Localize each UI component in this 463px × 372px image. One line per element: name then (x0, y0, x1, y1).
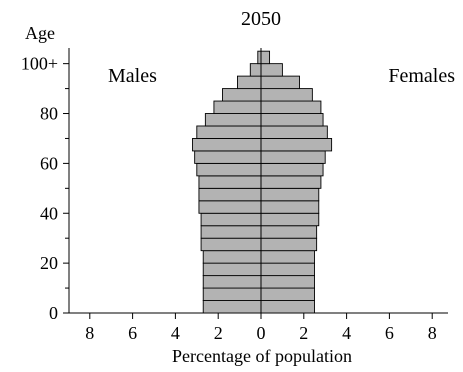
bar-female-20 (260, 250, 315, 264)
x-tick-label: 6 (385, 323, 394, 343)
bar-male-25 (200, 237, 262, 252)
bar-female-75 (260, 113, 324, 127)
bar-female-50 (260, 175, 322, 189)
bar-male-40 (198, 200, 262, 214)
bar-female-60 (260, 150, 326, 164)
x-tick-label: 8 (85, 323, 94, 343)
bar-female-10 (260, 275, 315, 289)
bar-female-70 (260, 125, 328, 139)
bar-female-80 (260, 100, 322, 114)
bar-male-90 (237, 75, 262, 90)
bar-female-55 (260, 162, 324, 177)
bar-male-55 (196, 162, 262, 177)
bar-female-35 (260, 212, 320, 227)
bar-male-20 (202, 250, 262, 264)
bar-female-100 (260, 50, 271, 65)
bar-male-15 (202, 262, 262, 277)
bar-male-50 (198, 175, 262, 189)
x-tick-label: 4 (171, 323, 180, 343)
bar-female-15 (260, 262, 315, 277)
bar-male-0 (202, 300, 262, 314)
bar-female-5 (260, 287, 315, 301)
y-tick-label: 100+ (21, 54, 58, 74)
bar-male-45 (198, 187, 262, 202)
chart-title: 2050 (241, 8, 281, 30)
bar-male-35 (200, 212, 262, 227)
x-tick-label: 8 (428, 323, 437, 343)
x-tick-label: 2 (214, 323, 223, 343)
males-label: Males (108, 65, 157, 87)
bar-male-85 (222, 88, 262, 102)
bar-female-0 (260, 300, 315, 314)
bar-male-75 (204, 113, 262, 127)
y-tick-label: 60 (40, 153, 58, 173)
bar-female-40 (260, 200, 320, 214)
bar-female-90 (260, 75, 300, 90)
bar-female-25 (260, 237, 318, 252)
y-tick-label: 20 (40, 253, 58, 273)
y-tick-label: 80 (40, 104, 58, 124)
bar-male-60 (194, 150, 262, 164)
bar-male-10 (202, 275, 262, 289)
bar-female-95 (260, 63, 283, 77)
bar-female-65 (260, 138, 333, 152)
females-label: Females (388, 65, 455, 87)
y-axis-label: Age (25, 23, 55, 43)
bar-male-70 (196, 125, 262, 139)
bar-male-95 (249, 63, 262, 77)
bar-male-30 (200, 225, 262, 239)
x-tick-label: 6 (128, 323, 137, 343)
bar-female-85 (260, 88, 313, 102)
bar-male-5 (202, 287, 262, 301)
x-tick-label: 2 (299, 323, 308, 343)
y-tick-label: 40 (40, 203, 58, 223)
y-tick-label: 0 (49, 303, 58, 323)
bar-female-30 (260, 225, 318, 239)
bar-male-65 (192, 138, 262, 152)
bars-group (192, 50, 333, 314)
x-axis-label: Percentage of population (172, 346, 352, 366)
x-tick-label: 0 (257, 323, 266, 343)
bar-male-80 (213, 100, 262, 114)
bar-female-45 (260, 187, 320, 202)
x-tick-label: 4 (342, 323, 351, 343)
